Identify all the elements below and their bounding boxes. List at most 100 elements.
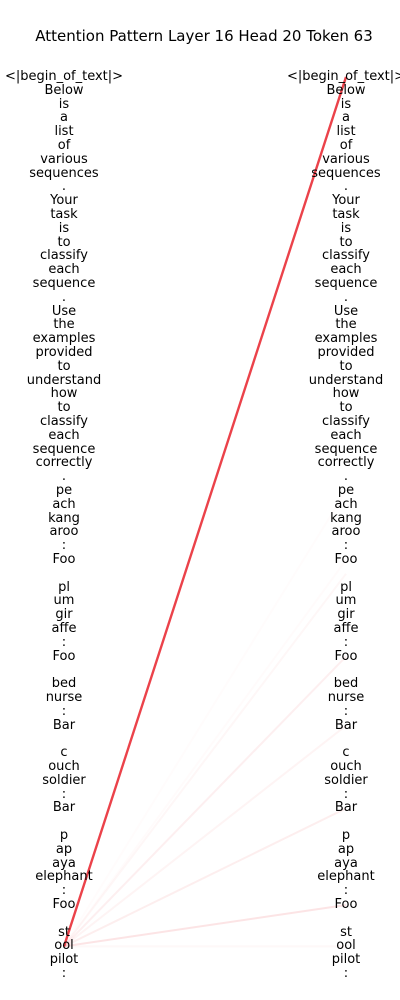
right-token: list — [336, 124, 356, 140]
attention-line — [63, 655, 347, 948]
right-token: st — [340, 924, 352, 940]
left-token: um — [53, 593, 75, 609]
right-token: pe — [337, 483, 355, 498]
right-token: is — [340, 96, 352, 112]
left-token: : — [61, 883, 67, 899]
right-token: Foo — [334, 648, 358, 664]
left-token: nurse — [45, 690, 83, 705]
left-token: Use — [51, 303, 77, 319]
right-token: how — [332, 386, 360, 402]
attention-line — [62, 76, 348, 947]
right-token: ool — [336, 938, 356, 954]
right-token: each — [330, 427, 362, 443]
left-token: the — [53, 317, 75, 333]
left-token: how — [50, 386, 78, 402]
left-token: Below — [44, 82, 84, 98]
right-token: provided — [317, 345, 375, 360]
right-token: . — [343, 179, 349, 195]
left-token: . — [61, 289, 67, 305]
left-token: list — [54, 124, 74, 140]
left-token: Bar — [52, 717, 76, 733]
right-token: a — [342, 110, 350, 126]
left-token: aroo — [49, 524, 79, 540]
left-token: Bar — [52, 800, 76, 816]
left-token: st — [58, 924, 70, 940]
left-token: pe — [55, 483, 73, 498]
left-token: a — [60, 110, 68, 126]
right-token: : — [343, 703, 349, 719]
left-token: bed — [51, 676, 77, 692]
right-token: is — [340, 220, 352, 236]
right-token: of — [339, 138, 353, 153]
right-token: the — [335, 317, 357, 333]
attention-line — [63, 807, 347, 948]
left-token: : — [61, 538, 67, 554]
left-token: sequence — [32, 276, 96, 291]
right-token: elephant — [317, 869, 375, 885]
left-token: to — [57, 358, 71, 374]
left-token: pl — [58, 579, 70, 595]
right-token: task — [332, 207, 360, 222]
right-token: : — [343, 786, 349, 802]
right-token: to — [339, 400, 353, 416]
left-token: : — [61, 966, 67, 981]
left-token: Foo — [52, 648, 76, 664]
left-token: p — [59, 828, 69, 843]
left-token: ach — [52, 496, 76, 512]
right-token: various — [322, 151, 370, 167]
left-token: sequences — [29, 165, 99, 181]
left-token: affe — [51, 621, 77, 636]
left-token: various — [40, 151, 88, 167]
right-token: Bar — [334, 717, 358, 733]
attention-line — [64, 574, 346, 947]
diagram-title: Attention Pattern Layer 16 Head 20 Token… — [35, 27, 373, 45]
right-token: classify — [322, 414, 370, 429]
left-token: ap — [55, 841, 73, 857]
right-token: Your — [332, 193, 360, 209]
right-token: : — [343, 634, 349, 650]
left-token: classify — [40, 414, 88, 429]
left-token: elephant — [35, 869, 93, 885]
left-token: examples — [32, 331, 96, 347]
right-token: aya — [334, 855, 358, 871]
attention-line — [64, 560, 346, 946]
right-token: ap — [337, 841, 355, 857]
left-token: <|begin_of_text|> — [4, 69, 124, 84]
right-token: um — [335, 593, 357, 609]
right-token: <|begin_of_text|> — [286, 69, 400, 84]
right-token: understand — [308, 372, 384, 388]
right-token: : — [343, 966, 349, 981]
left-token: of — [57, 138, 71, 153]
left-token: sequence — [32, 441, 96, 457]
left-token: provided — [35, 345, 93, 360]
left-token: aya — [52, 855, 76, 871]
right-token: each — [330, 262, 362, 278]
left-token: ool — [54, 938, 74, 954]
right-token: c — [342, 745, 350, 761]
right-token: correctly — [317, 455, 375, 471]
left-token: each — [48, 262, 80, 278]
right-token: p — [341, 828, 351, 843]
left-token: . — [61, 469, 67, 485]
left-token: : — [61, 703, 67, 719]
left-token: soldier — [42, 772, 86, 788]
left-token: to — [57, 234, 71, 250]
left-token: is — [58, 96, 70, 112]
left-token: ouch — [48, 759, 80, 774]
right-token: sequence — [314, 276, 378, 291]
right-token: gir — [337, 607, 355, 623]
left-token: understand — [26, 372, 102, 388]
left-token: Foo — [52, 552, 76, 567]
left-token: gir — [55, 607, 73, 623]
right-token: sequence — [314, 441, 378, 457]
attention-line — [63, 904, 347, 948]
right-token: Use — [333, 303, 359, 319]
right-token: : — [343, 538, 349, 554]
right-token: bed — [333, 676, 359, 692]
right-token: . — [343, 469, 349, 485]
right-token: to — [339, 234, 353, 250]
attention-line — [63, 724, 347, 948]
left-token: classify — [40, 248, 88, 264]
left-token: Foo — [52, 897, 76, 912]
right-token: nurse — [327, 690, 365, 705]
